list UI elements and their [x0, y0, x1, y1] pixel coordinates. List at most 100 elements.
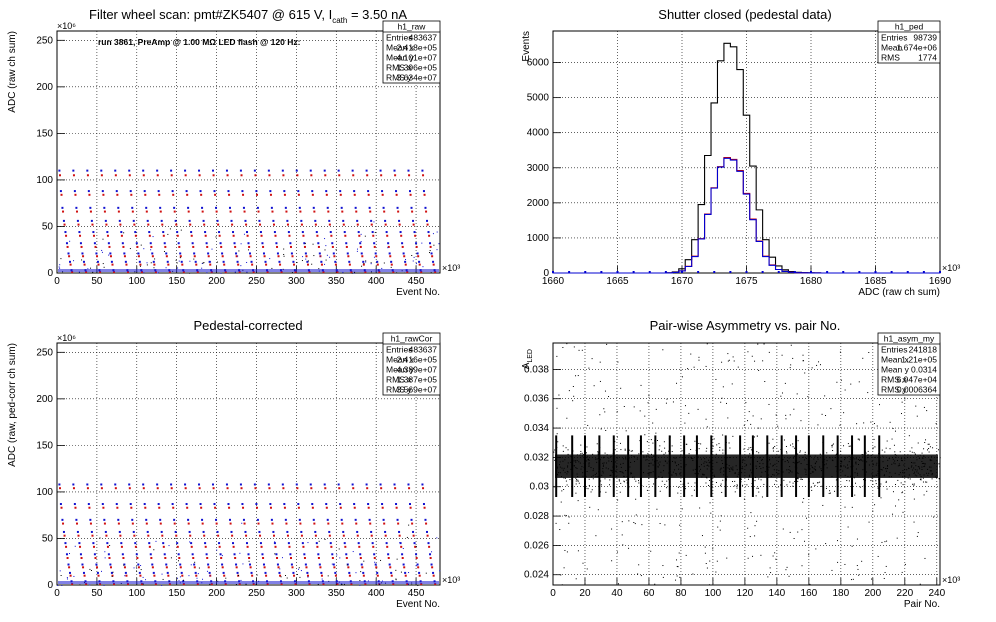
asymmetry-outlier [659, 523, 661, 525]
chart-title: Shutter closed (pedestal data) [658, 7, 831, 22]
data-point-red [409, 506, 412, 509]
asymmetry-outlier [582, 562, 584, 564]
asymmetry-point [902, 491, 904, 493]
asymmetry-point [721, 491, 723, 493]
data-point-blue [289, 242, 292, 245]
data-point-scatter [417, 584, 419, 586]
asymmetry-outlier [870, 421, 872, 423]
asymmetry-point [576, 473, 578, 475]
plot-frame [56, 342, 441, 586]
data-point-red [176, 545, 179, 548]
data-point-blue [273, 542, 276, 545]
data-point-red [316, 545, 319, 548]
asymmetry-point [882, 461, 884, 463]
asymmetry-outlier [902, 511, 904, 513]
data-point-blue [137, 563, 140, 566]
data-point-red [381, 193, 384, 196]
data-point-red [358, 234, 361, 237]
asymmetry-point [625, 456, 627, 458]
data-point-red [89, 210, 92, 213]
data-point-blue [255, 503, 258, 506]
data-point-blue [283, 190, 286, 193]
data-point-blue [298, 518, 301, 521]
asymmetry-point [735, 465, 737, 467]
baseline-marker [568, 271, 571, 273]
data-point-scatter [280, 576, 282, 578]
asymmetry-point [796, 462, 798, 464]
asymmetry-outlier [792, 357, 794, 359]
asymmetry-outlier [904, 563, 906, 565]
data-point-red [366, 487, 369, 490]
asymmetry-point [686, 443, 688, 445]
asymmetry-point [563, 477, 565, 479]
data-point-scatter [179, 257, 181, 259]
asymmetry-point [797, 440, 799, 442]
asymmetry-outlier [733, 360, 735, 362]
stats-row-label: RMS y [881, 385, 907, 395]
data-point-blue [396, 518, 399, 521]
data-point-scatter [146, 264, 148, 266]
asymmetry-outlier [785, 569, 787, 571]
asymmetry-outlier [589, 506, 591, 508]
asymmetry-point [742, 458, 744, 460]
data-point-blue [410, 518, 413, 521]
data-point-blue [187, 206, 190, 209]
data-point-red [322, 583, 325, 586]
data-point-red [94, 557, 97, 560]
asymmetry-point [854, 494, 856, 496]
data-point-red [310, 174, 313, 177]
data-point-red [296, 174, 299, 177]
data-point-red [400, 545, 403, 548]
asymmetry-point [579, 462, 581, 464]
data-point-scatter [307, 260, 309, 262]
asymmetry-point [638, 482, 640, 484]
data-point-blue [427, 231, 430, 234]
asymmetry-point [636, 458, 638, 460]
asymmetry-point [901, 459, 903, 461]
asymmetry-point [929, 446, 931, 448]
asymmetry-point [907, 457, 909, 459]
asymmetry-outlier [743, 498, 745, 500]
asymmetry-outlier [770, 572, 772, 574]
asymmetry-outlier [701, 535, 703, 537]
data-point-blue [323, 169, 326, 172]
data-point-red [97, 574, 100, 577]
asymmetry-point [732, 469, 734, 471]
asymmetry-outlier [814, 462, 816, 464]
asymmetry-point [748, 478, 750, 480]
asymmetry-outlier [715, 378, 717, 380]
data-point-blue [78, 231, 81, 234]
data-point-blue [79, 553, 82, 556]
asymmetry-point [610, 470, 612, 472]
data-point-blue [110, 260, 113, 263]
asymmetry-point [623, 476, 625, 478]
data-point-red [327, 522, 330, 525]
stats-box [382, 332, 441, 396]
stats-row-value: 98739 [913, 33, 937, 43]
data-point-red [259, 223, 262, 226]
asymmetry-point [761, 471, 763, 473]
asymmetry-point [880, 469, 882, 471]
asymmetry-outlier [862, 357, 864, 359]
data-point-red [330, 545, 333, 548]
data-point-scatter [383, 262, 385, 264]
data-point-blue [387, 553, 390, 556]
asymmetry-outlier [604, 390, 606, 392]
asymmetry-point [897, 479, 899, 481]
data-point-red [231, 534, 234, 537]
data-point-red [159, 210, 162, 213]
asymmetry-point [692, 459, 694, 461]
data-point-red [414, 234, 417, 237]
run-annotation: run 3861, PreAmp @ 1.00 MΩ LED flash @ 1… [98, 37, 301, 47]
data-point-scatter [174, 537, 176, 539]
asymmetry-point [657, 462, 659, 464]
data-point-scatter [404, 272, 406, 274]
asymmetry-point [596, 458, 598, 460]
asymmetry-point [872, 464, 874, 466]
asymmetry-point [897, 465, 899, 467]
asymmetry-point [615, 461, 617, 463]
asymmetry-outlier [768, 403, 770, 405]
asymmetry-point [844, 474, 846, 476]
data-point-red [356, 223, 359, 226]
asymmetry-outlier [939, 466, 941, 468]
